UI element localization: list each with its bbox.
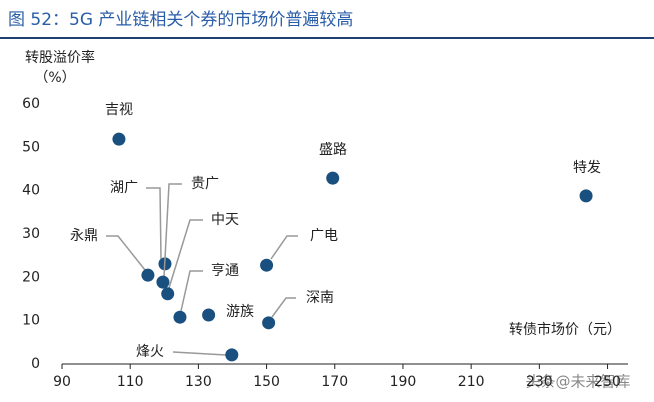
x-tick-label: 90 [53, 374, 71, 390]
y-tick-label: 50 [22, 139, 40, 155]
point [156, 275, 170, 289]
x-axis-label: 转债市场价（元） [509, 321, 621, 338]
point-label: 亨通 [211, 262, 239, 279]
point-label: 烽火 [136, 344, 164, 360]
x-tick-label: 230 [526, 374, 553, 390]
leader-line [146, 187, 162, 260]
x-tick-label: 150 [253, 374, 280, 390]
y-tick-label: 60 [22, 96, 40, 112]
point-label: 中天 [211, 212, 239, 228]
y-tick-label: 20 [22, 269, 40, 285]
point [161, 287, 175, 301]
point-label: 特发 [573, 160, 601, 176]
point [262, 316, 276, 330]
leader-line [106, 235, 146, 271]
x-tick-label: 130 [185, 374, 212, 390]
watermark: 头条@未来智库 [525, 373, 630, 391]
point-label: 盛路 [319, 142, 347, 158]
point [173, 310, 187, 324]
point [326, 171, 340, 185]
y-tick-label: 0 [31, 356, 40, 372]
point [579, 189, 593, 203]
y-tick-label: 10 [22, 313, 40, 329]
point-label: 深南 [306, 290, 334, 306]
point-label: 游族 [226, 304, 254, 320]
y-axis-unit: （%） [34, 70, 75, 86]
y-tick-label: 30 [22, 226, 40, 242]
x-tick-label: 190 [390, 374, 417, 390]
leader-line [168, 219, 203, 289]
x-tick-label: 110 [117, 374, 144, 390]
point [225, 348, 239, 362]
leader-line [270, 235, 298, 260]
point-label: 贵广 [191, 176, 219, 192]
y-axis-label: 转股溢价率 [25, 49, 95, 66]
point [141, 268, 155, 282]
leader-line [180, 270, 203, 312]
y-tick-label: 40 [22, 183, 40, 199]
point-label: 永鼎 [70, 228, 98, 244]
point-label: 广电 [310, 228, 338, 244]
leader-line [163, 183, 182, 278]
point [112, 132, 126, 146]
x-tick-label: 250 [594, 374, 621, 390]
point [202, 308, 216, 322]
chart-title: 图 52：5G 产业链相关个券的市场价普遍较高 [8, 10, 353, 30]
x-tick-label: 170 [321, 374, 348, 390]
leader-line [172, 351, 227, 356]
leader-line [271, 297, 296, 318]
point [260, 258, 274, 272]
point-label: 湖广 [110, 180, 138, 196]
point-label: 吉视 [105, 102, 133, 118]
x-tick-label: 210 [458, 374, 485, 390]
